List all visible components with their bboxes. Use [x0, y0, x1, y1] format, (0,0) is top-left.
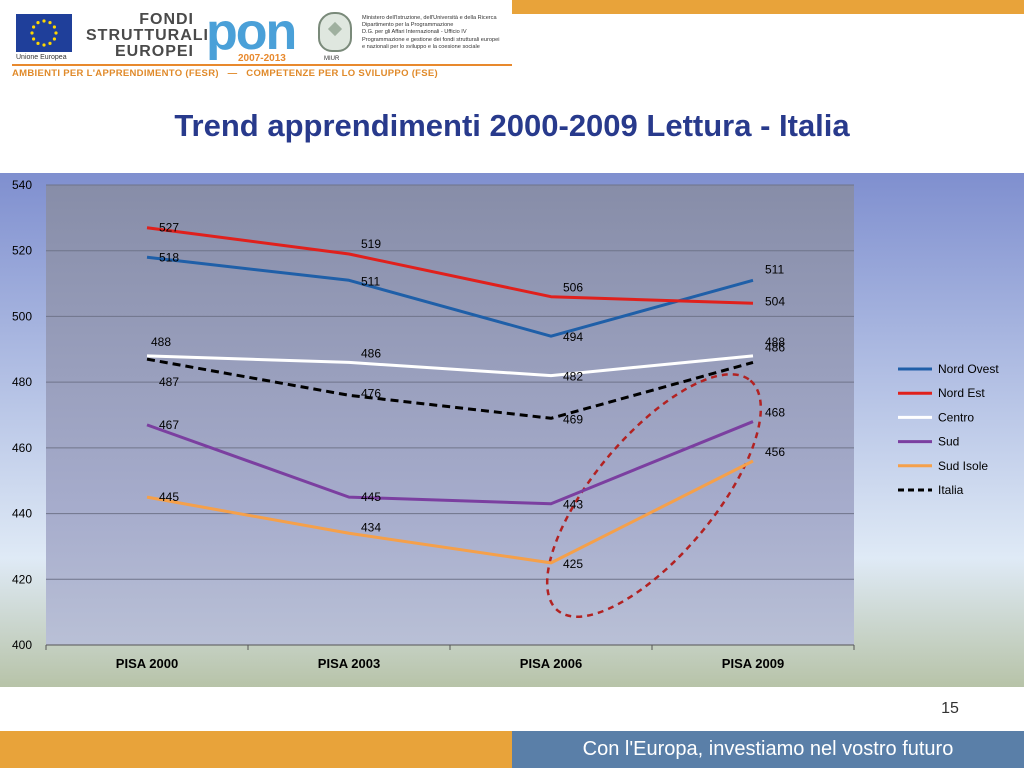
legend-label: Nord Est	[938, 386, 985, 400]
miur-caption: MIUR	[324, 56, 340, 62]
series-line-sud-isole	[146, 459, 754, 565]
series-line-italia	[146, 357, 754, 420]
highlight-ellipse	[545, 373, 763, 618]
pon-years: 2007-2013	[238, 53, 286, 64]
italian-emblem-icon	[318, 12, 352, 52]
fondi-strutturali-logo: FONDI STRUTTURALI EUROPEI	[86, 11, 209, 60]
footer-accent-bar	[0, 731, 512, 768]
data-label: 425	[563, 557, 583, 571]
data-label: 468	[765, 406, 785, 420]
data-label: 486	[361, 346, 381, 360]
x-tick-label: PISA 2003	[318, 656, 380, 671]
data-label: 467	[159, 418, 179, 432]
top-accent-bar	[512, 0, 1024, 14]
data-label: 434	[361, 520, 381, 534]
x-tick-label: PISA 2006	[520, 656, 582, 671]
y-tick-label: 480	[12, 375, 32, 389]
legend-label: Nord Ovest	[938, 362, 999, 376]
data-label: 469	[563, 412, 583, 426]
series-line-nord-est	[146, 226, 754, 305]
data-label: 488	[151, 335, 171, 349]
data-label: 482	[563, 370, 583, 384]
legend-label: Italia	[938, 483, 964, 497]
series-line-nord-ovest	[146, 255, 754, 338]
y-tick-label: 520	[12, 244, 32, 258]
data-label: 511	[765, 262, 784, 276]
eu-caption: Unione Europea	[16, 54, 67, 61]
data-label: 527	[159, 221, 179, 235]
slide-title: Trend apprendimenti 2000-2009 Lettura - …	[174, 108, 850, 143]
series-line-centro	[146, 354, 754, 378]
y-tick-label: 440	[12, 507, 32, 521]
data-label: 506	[563, 281, 583, 295]
legend-label: Sud Isole	[938, 459, 988, 473]
data-label: 486	[765, 340, 785, 354]
chart-svg: 400 420 440 460 480 500 520 540 PISA 2000 PISA 20…	[0, 173, 1024, 687]
footer-tagline: Con l'Europa, investiamo nel vostro futu…	[582, 738, 954, 760]
y-tick-label: 400	[12, 638, 32, 652]
data-label: 488	[765, 335, 785, 349]
data-label: 518	[159, 250, 179, 264]
banner-text: AMBIENTI PER L'APPRENDIMENTO (FESR) — CO…	[12, 68, 438, 79]
y-tick-label: 420	[12, 572, 32, 586]
footer-bar	[512, 731, 1024, 768]
data-label: 445	[159, 490, 179, 504]
data-label: 476	[361, 386, 381, 400]
page-number: 15	[941, 700, 959, 717]
data-label: 445	[361, 490, 381, 504]
pon-logo: pon	[206, 3, 297, 61]
header-logos: Unione Europea FONDI STRUTTURALI EUROPEI…	[0, 0, 520, 84]
data-label: 487	[159, 375, 179, 389]
data-label: 443	[563, 498, 583, 512]
ministry-text: Ministero dell'Istruzione, dell'Universi…	[362, 15, 500, 50]
x-tick-label: PISA 2000	[116, 656, 178, 671]
y-tick-label: 500	[12, 309, 32, 323]
data-label: 456	[765, 445, 785, 459]
banner-divider	[12, 64, 512, 66]
data-label: 494	[563, 330, 583, 344]
data-label: 519	[361, 237, 381, 251]
y-tick-label: 460	[12, 441, 32, 455]
y-tick-label: 540	[12, 178, 32, 192]
legend-label: Sud	[938, 435, 959, 449]
eu-flag-icon	[16, 14, 72, 52]
series-line-sud	[146, 420, 754, 506]
data-label: 504	[765, 294, 785, 308]
data-label: 511	[361, 274, 380, 288]
line-chart: 400 420 440 460 480 500 520 540 PISA 2000 PISA 20…	[0, 173, 1024, 687]
legend-label: Centro	[938, 410, 974, 424]
x-tick-label: PISA 2009	[722, 656, 784, 671]
